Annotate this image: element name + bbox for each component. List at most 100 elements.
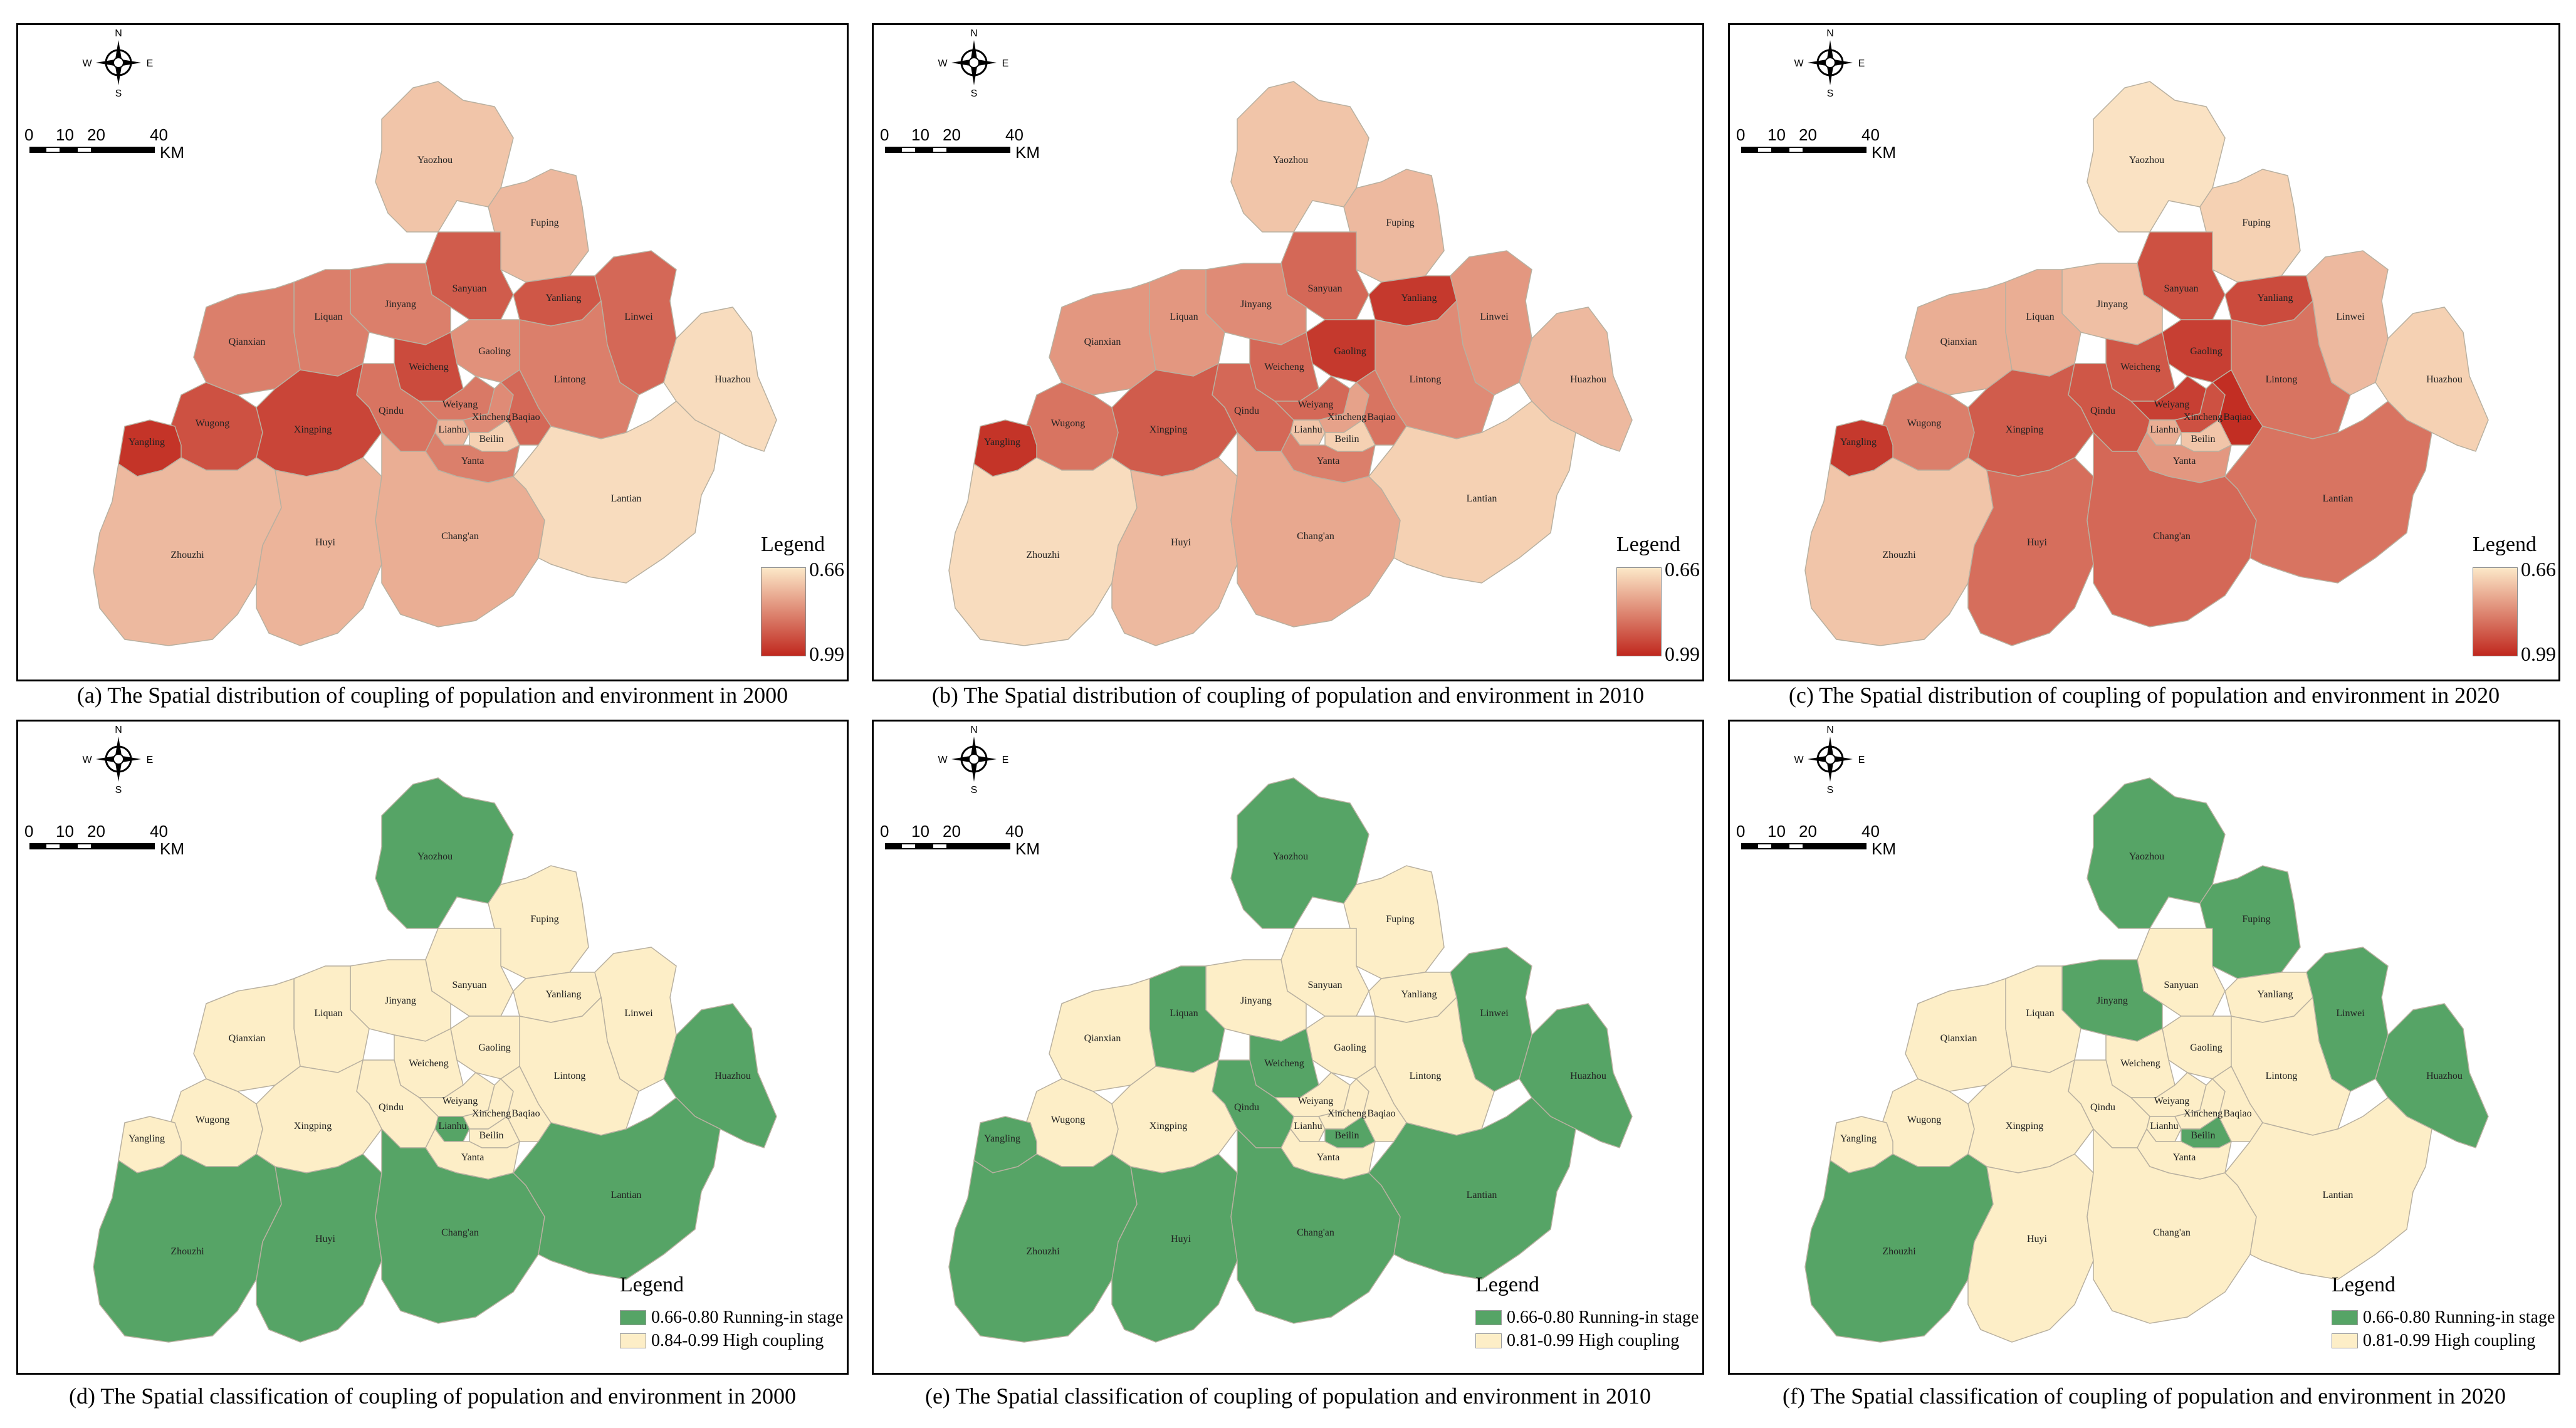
district-label: Xincheng (472, 412, 511, 423)
scale-segment (76, 843, 92, 849)
district-label: Linwei (624, 1008, 653, 1019)
map-panel-d: Yaozhou Fuping Sanyuan Yanliang Jinyang Liqua… (16, 720, 849, 1375)
district-label: Weicheng (1264, 1058, 1304, 1069)
district-label: Weicheng (409, 1058, 449, 1069)
district-label: Lianhu (2150, 1121, 2178, 1131)
district-label: Lianhu (2150, 424, 2178, 435)
scale-segment (29, 843, 45, 849)
district-huyi (1967, 457, 2094, 646)
district-label: Yaozhou (417, 851, 453, 862)
district-label: Huyi (2027, 537, 2048, 548)
scale-tick-label: 0 (880, 125, 889, 144)
scale-segment (61, 147, 76, 153)
scale-unit: KM (160, 143, 184, 162)
legend-swatch (1475, 1310, 1502, 1325)
district-label: Yanta (2173, 1152, 2196, 1163)
scale-segment (92, 147, 155, 153)
legend-title: Legend (620, 1273, 684, 1296)
district-label: Sanyuan (2164, 283, 2198, 294)
district-label: Xingping (294, 424, 332, 435)
compass-label-n: N (115, 28, 122, 39)
compass-rose-icon: N S W E (82, 725, 153, 795)
scale-segment (1772, 147, 1788, 153)
district-label: Weiyang (2154, 1096, 2189, 1106)
legend-item-high: 0.81-0.99 High coupling (2332, 1331, 2535, 1351)
district-huyi (256, 457, 382, 646)
district-label: Lintong (2266, 1071, 2298, 1081)
district-label: Liquan (2026, 312, 2054, 322)
district-label: Yanta (1317, 456, 1340, 466)
district-label: Huyi (315, 537, 336, 548)
map-panel-e: Yaozhou Fuping Sanyuan Yanliang Jinyang Liqua… (872, 720, 1704, 1375)
district-label: Huazhou (2426, 1071, 2463, 1081)
district-label: Xincheng (1327, 412, 1366, 423)
district-label: Wugong (1051, 1115, 1085, 1125)
compass-label-n: N (1826, 725, 1834, 735)
district-label: Zhouzhi (1882, 550, 1916, 560)
district-label: Yanta (1317, 1152, 1340, 1163)
compass-rose-icon: N S W E (1794, 28, 1865, 99)
district-label: Jinyang (385, 995, 416, 1006)
compass-label-e: E (1002, 755, 1009, 765)
compass-label-s: S (971, 785, 978, 795)
scale-tick-label: 10 (56, 125, 74, 144)
district-label: Huyi (2027, 1234, 2048, 1244)
district-label: Sanyuan (452, 980, 486, 990)
compass-label-w: W (1794, 755, 1804, 765)
district-label: Zhouzhi (1026, 1246, 1060, 1257)
scale-bar: 0 10 20 40 KM (1736, 125, 1942, 169)
district-label: Baqiao (2223, 1108, 2251, 1119)
scale-tick-label: 10 (1767, 822, 1786, 841)
district-label: Lintong (2266, 374, 2298, 385)
scale-segment (29, 147, 45, 153)
district-label: Xincheng (1327, 1108, 1366, 1119)
scale-segment (932, 843, 948, 849)
scale-segment (1804, 147, 1867, 153)
district-label: Gaoling (2190, 346, 2223, 357)
scale-bar: 0 10 20 40 KM (1736, 822, 1942, 866)
scale-segment (1757, 147, 1772, 153)
scale-bar: 0 10 20 40 KM (880, 822, 1086, 866)
district-lantian (1368, 1097, 1576, 1280)
district-label: Chang'an (441, 531, 479, 542)
scale-segment (1788, 843, 1804, 849)
district-label: Xincheng (2184, 412, 2223, 423)
district-label: Baqiao (2223, 412, 2251, 423)
scale-segment (932, 147, 948, 153)
district-label: Chang'an (1297, 531, 1334, 542)
district-label: Liquan (2026, 1008, 2054, 1019)
map-panel-f: Yaozhou Fuping Sanyuan Yanliang Jinyang Liqua… (1728, 720, 2560, 1375)
legend-item-label: 0.81-0.99 High coupling (2363, 1331, 2536, 1350)
legend-item-label: 0.81-0.99 High coupling (1507, 1331, 1680, 1350)
district-label: Gaoling (1334, 346, 1366, 357)
scale-tick-label: 0 (24, 822, 34, 841)
compass-label-s: S (1827, 785, 1834, 795)
legend-min-label: 0.66 (2521, 558, 2556, 580)
district-label: Yaozhou (2129, 851, 2164, 862)
district-label: Sanyuan (2164, 980, 2198, 990)
district-label: Yanliang (2257, 989, 2293, 1000)
district-label: Qindu (1234, 406, 1259, 416)
district-label: Jinyang (1240, 299, 1272, 310)
district-label: Qianxian (229, 337, 266, 347)
district-label: Lantian (2323, 493, 2353, 504)
district-label: Yanta (461, 456, 484, 466)
district-label: Wugong (1907, 1115, 1941, 1125)
compass-label-e: E (1002, 58, 1009, 69)
district-label: Huazhou (1570, 1071, 1606, 1081)
district-label: Beilin (1334, 434, 1359, 444)
compass-label-n: N (970, 28, 978, 39)
legend-item-low: 0.66-0.80 Running-in stage (2332, 1308, 2555, 1328)
scale-segment (61, 843, 76, 849)
district-label: Yanliang (545, 293, 581, 303)
scale-tick-label: 10 (911, 822, 929, 841)
district-label: Lantian (1467, 493, 1497, 504)
compass-rose-icon: N S W E (938, 28, 1009, 99)
scale-tick-label: 40 (1005, 822, 1024, 841)
district-label: Lianhu (1294, 1121, 1322, 1131)
compass-label-n: N (115, 725, 122, 735)
district-label: Beilin (479, 434, 503, 444)
district-map: Yaozhou Fuping Sanyuan Yanliang Jinyang Liqua… (1804, 81, 2489, 646)
compass-label-w: W (82, 58, 92, 69)
district-label: Weicheng (2120, 1058, 2160, 1069)
